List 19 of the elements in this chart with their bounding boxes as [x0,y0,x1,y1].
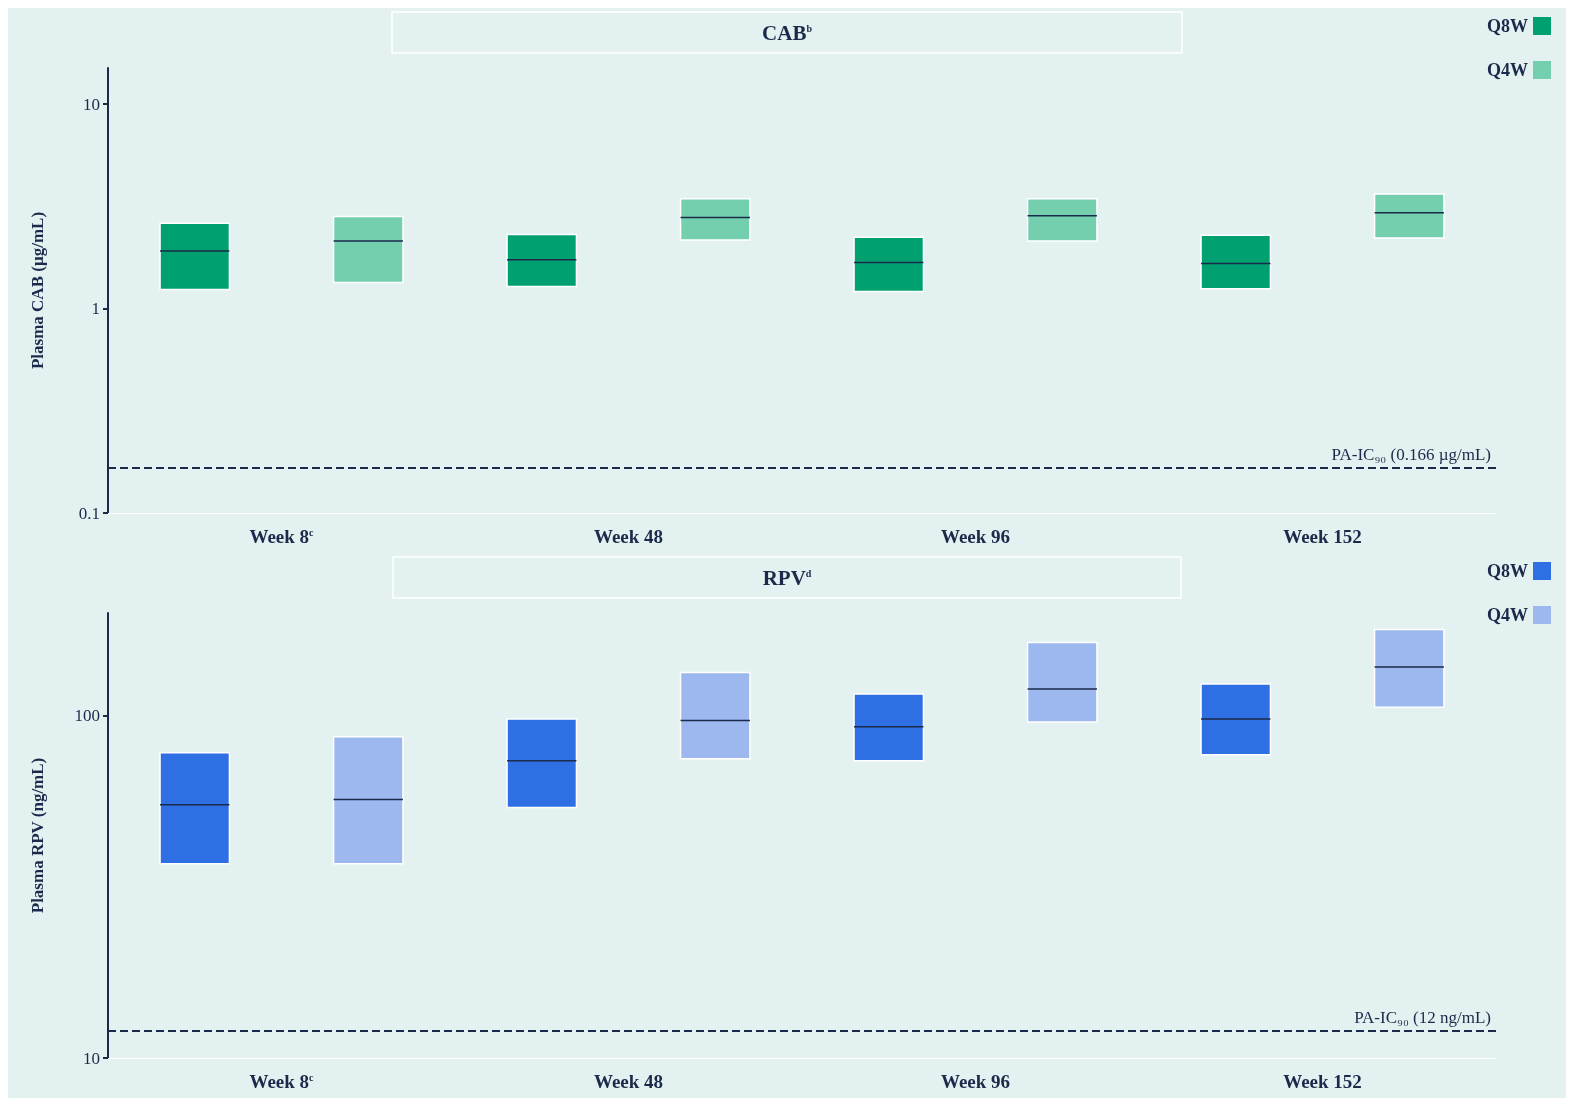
y-tick-label: 10 [83,94,100,114]
legend-label: Q8W [1486,16,1528,36]
ref-line-label: PA-IC₉₀ (12 ng/mL) [1354,1007,1491,1027]
y-tick-label: 0.1 [78,503,100,523]
x-tick-label: Week 48 [593,1071,664,1092]
x-tick-label: Week 152 [1283,526,1362,547]
legend-label: Q4W [1486,60,1528,80]
y-tick-label: 10 [83,1048,100,1068]
x-tick-label: Week 96 [940,1071,1011,1092]
legend-label: Q8W [1486,561,1528,581]
x-tick-label: Week 48 [593,526,664,547]
legend-label: Q4W [1486,605,1528,625]
x-tick-label: Week 96 [940,526,1011,547]
y-tick-label: 1 [91,299,100,318]
y-tick-label: 100 [74,706,100,726]
y-axis-title: Plasma RPV (ng/mL) [28,757,47,914]
ref-line-label: PA-IC₉₀ (0.166 µg/mL) [1331,444,1491,464]
y-axis-title: Plasma CAB (µg/mL) [28,211,47,370]
x-tick-label: Week 152 [1283,1071,1362,1092]
